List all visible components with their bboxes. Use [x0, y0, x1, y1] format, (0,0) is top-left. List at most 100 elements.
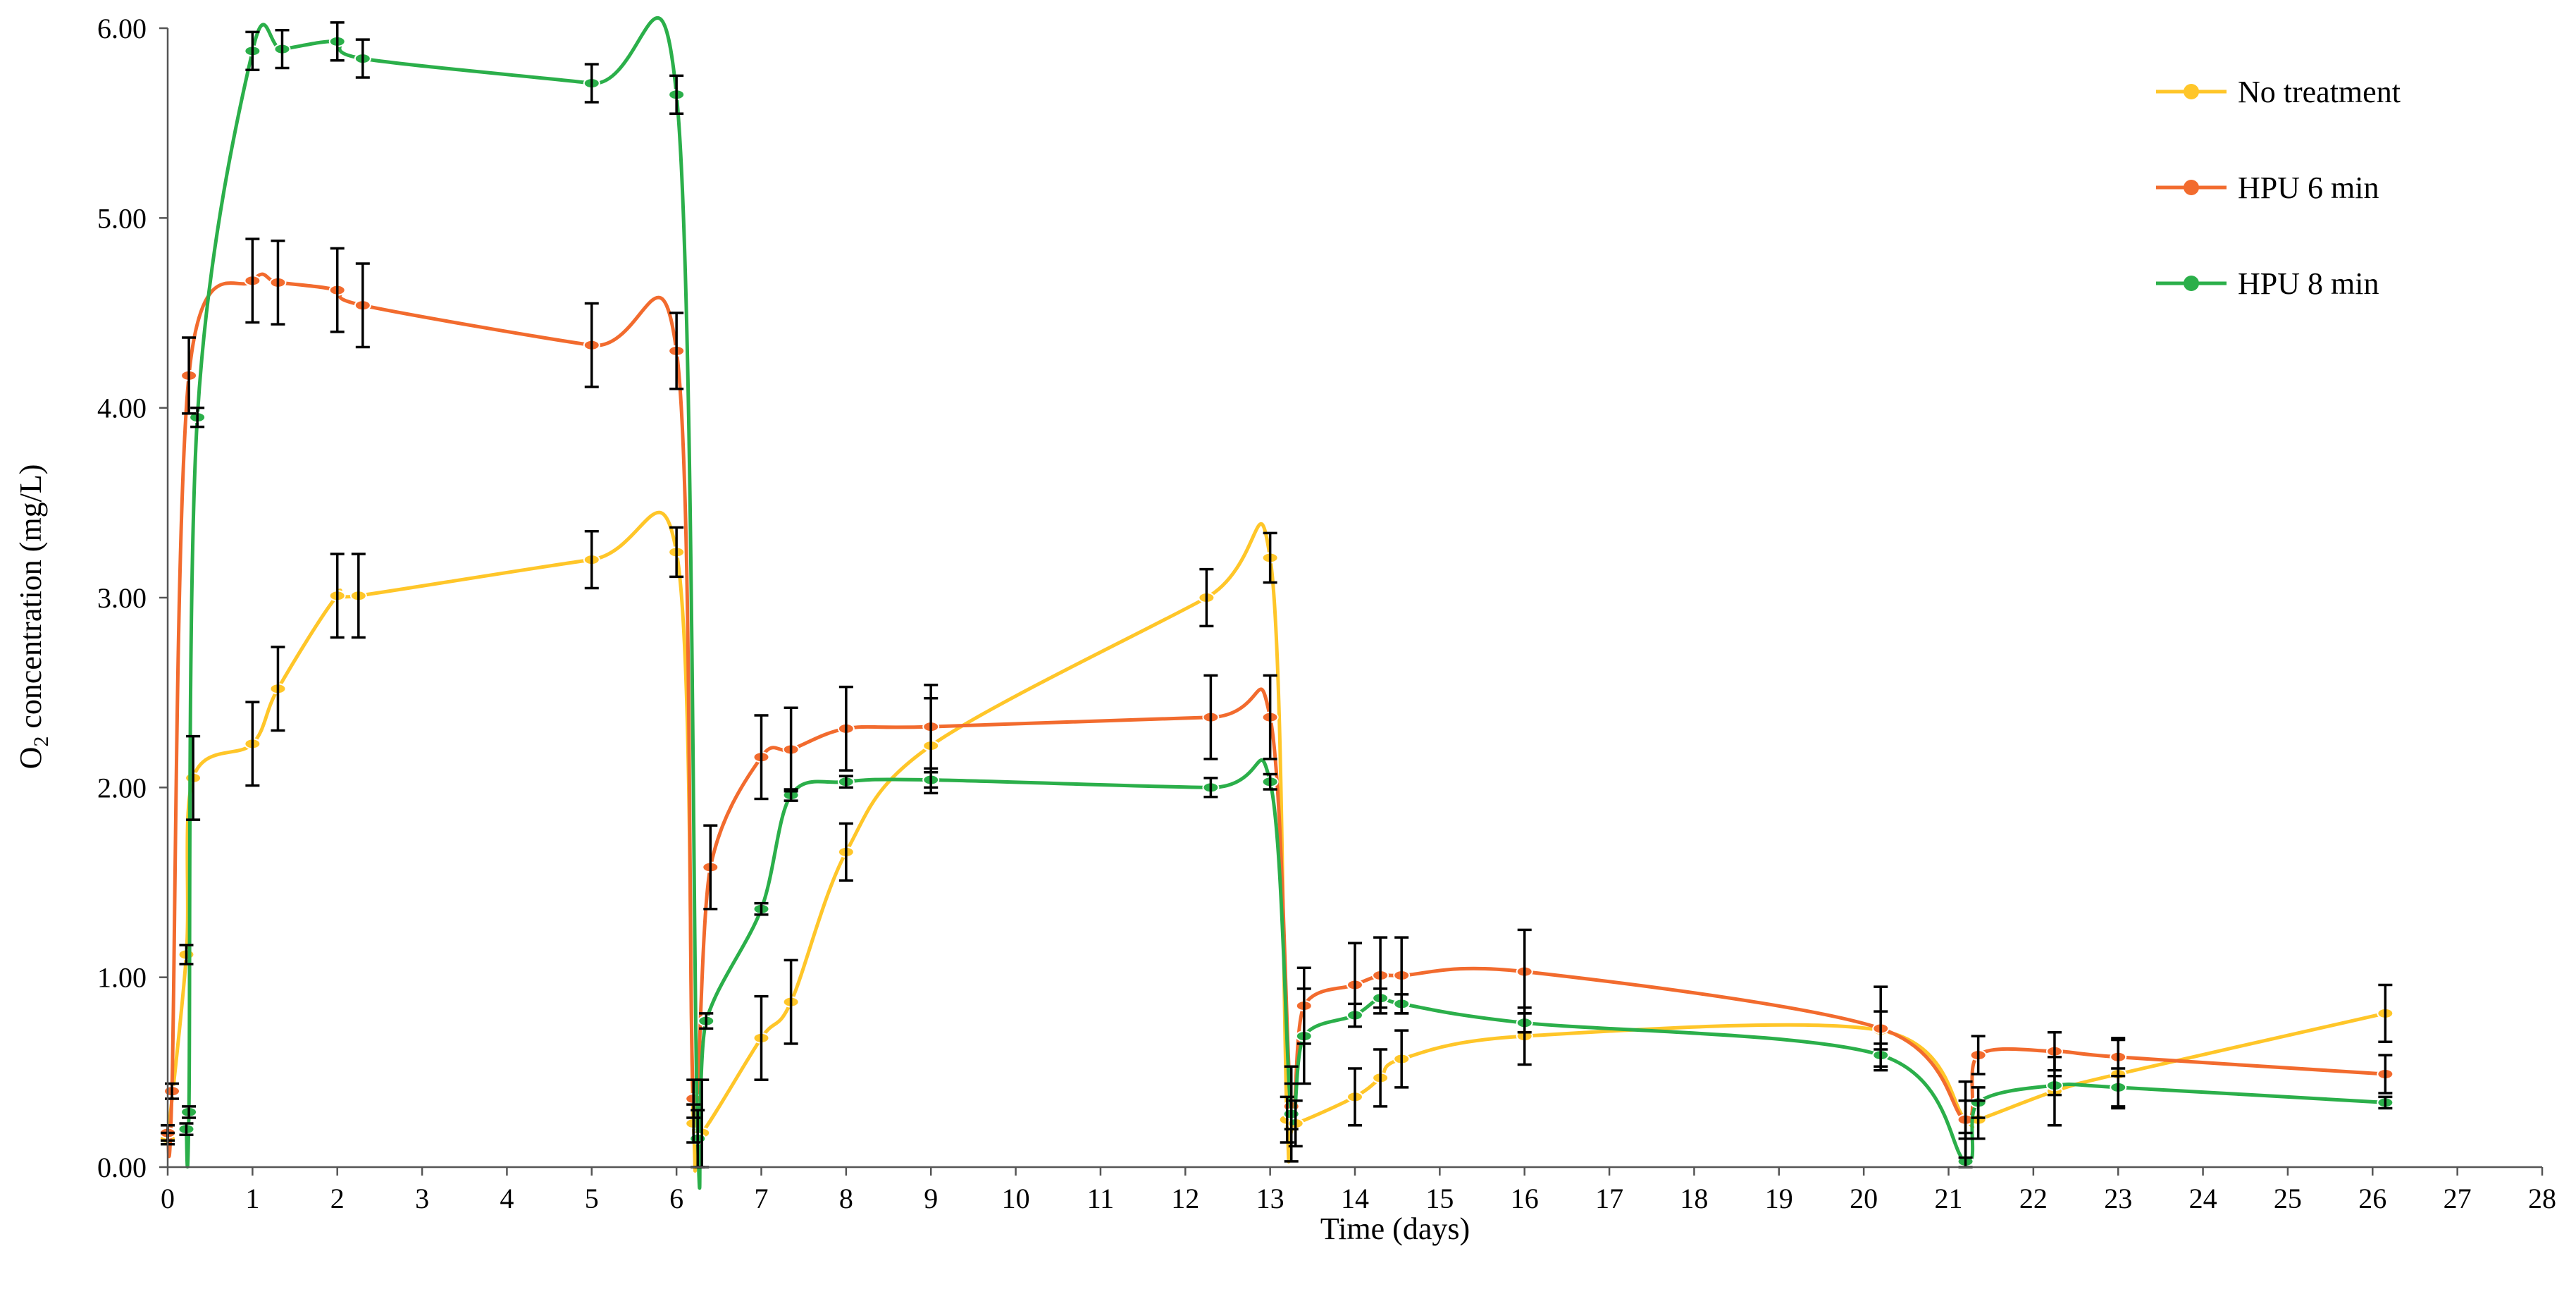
error-bar	[2047, 1031, 2062, 1072]
error-bar	[179, 944, 194, 966]
error-bar	[2378, 1054, 2393, 1095]
error-bar	[271, 239, 285, 326]
error-bar	[754, 901, 769, 916]
error-bar	[584, 63, 599, 104]
y-axis-title-subscript: 2	[30, 736, 53, 747]
error-bar	[1394, 993, 1409, 1015]
y-axis-title-suffix: concentration (mg/L)	[13, 464, 48, 736]
y-tick-label: 1.00	[97, 962, 147, 994]
error-bar	[245, 238, 260, 324]
error-bar	[669, 312, 684, 390]
error-bar	[924, 771, 939, 789]
error-bar	[669, 526, 684, 579]
error-bar	[351, 553, 366, 639]
y-axis-title: O2 concentration (mg/L)	[13, 464, 53, 770]
error-bar	[924, 684, 939, 770]
error-bar	[703, 824, 718, 911]
y-tick-labels: 0.00 1.00 2.00 3.00 4.00 5.00 6.00	[97, 13, 147, 1183]
axes	[159, 27, 2544, 1176]
error-bar	[1348, 1067, 1362, 1127]
error-bar	[584, 529, 599, 590]
error-bar	[182, 336, 197, 415]
error-bar	[1373, 1048, 1388, 1108]
error-bar	[271, 646, 285, 732]
x-tick-label: 14	[1341, 1183, 1369, 1214]
legend-swatch-marker	[2184, 276, 2199, 291]
error-bar	[186, 734, 201, 821]
error-bar	[275, 28, 290, 70]
y-axis-title-prefix: O	[13, 747, 48, 770]
y-tick-label: 2.00	[97, 772, 147, 803]
x-tick-label: 16	[1511, 1183, 1539, 1214]
x-tick-label: 21	[1935, 1183, 1963, 1214]
error-bar	[2378, 983, 2393, 1043]
x-tick-label: 4	[500, 1183, 514, 1214]
error-bar	[1874, 1042, 1888, 1068]
x-tick-label: 2	[330, 1183, 345, 1214]
error-bar	[1394, 1029, 1409, 1089]
x-tick-label: 18	[1680, 1183, 1708, 1214]
x-tick-label: 19	[1765, 1183, 1793, 1214]
x-tick-label: 3	[415, 1183, 429, 1214]
error-bars	[161, 21, 2393, 1169]
error-bar	[1199, 567, 1214, 628]
error-bar	[838, 685, 853, 772]
error-bar	[330, 553, 345, 639]
x-tick-label: 1	[245, 1183, 259, 1214]
error-bar	[754, 714, 769, 801]
x-tick-label: 28	[2528, 1183, 2556, 1214]
x-tick-label: 25	[2274, 1183, 2302, 1214]
x-tick-label: 6	[669, 1183, 683, 1214]
y-tick-label: 3.00	[97, 582, 147, 614]
error-bar	[1263, 772, 1277, 791]
error-bar	[1203, 674, 1218, 760]
error-bar	[245, 30, 260, 72]
y-tick-label: 5.00	[97, 202, 147, 234]
error-bar	[1203, 777, 1218, 799]
error-bar	[784, 958, 798, 1045]
error-bar	[330, 247, 345, 333]
error-bar	[584, 302, 599, 388]
legend: No treatment HPU 6 min HPU 8 min	[2156, 75, 2401, 301]
error-bar	[1971, 1035, 1986, 1075]
error-bar	[355, 262, 370, 349]
error-bar	[2111, 1067, 2126, 1108]
x-tick-labels: 0 1 2 3 4 5 6 7 8 9 10 11 12 13 14 15 16 17 18 19 20 21 22 23 24…	[161, 1183, 2556, 1214]
error-bar	[838, 822, 853, 882]
y-tick-label: 4.00	[97, 393, 147, 424]
error-bar	[1348, 1002, 1362, 1028]
error-bar	[1517, 1012, 1532, 1034]
x-tick-label: 13	[1256, 1183, 1284, 1214]
y-tick-label: 0.00	[97, 1152, 147, 1183]
error-bar	[754, 994, 769, 1081]
x-tick-label: 26	[2358, 1183, 2386, 1214]
x-tick-label: 12	[1171, 1183, 1199, 1214]
y-tick-label: 6.00	[97, 13, 147, 44]
error-bar	[2378, 1095, 2393, 1110]
legend-item-no-treatment: No treatment	[2156, 75, 2401, 109]
legend-swatch-marker	[2184, 84, 2199, 99]
legend-item-hpu-8-min: HPU 8 min	[2156, 266, 2379, 301]
error-bar	[699, 1012, 714, 1030]
x-axis-title: Time (days)	[1320, 1212, 1470, 1246]
x-tick-label: 0	[161, 1183, 175, 1214]
x-tick-label: 23	[2104, 1183, 2132, 1214]
error-bar	[182, 1105, 197, 1119]
error-bar	[1373, 987, 1388, 1009]
error-bar	[1263, 531, 1277, 584]
error-bar	[669, 74, 684, 115]
legend-swatch-marker	[2184, 180, 2199, 195]
error-bar	[1284, 1065, 1299, 1163]
x-tick-label: 10	[1002, 1183, 1030, 1214]
x-tick-label: 9	[924, 1183, 938, 1214]
error-bar	[838, 775, 853, 789]
error-bar	[190, 406, 205, 429]
error-bar	[1296, 987, 1311, 1085]
error-bar	[330, 21, 345, 62]
error-bar	[1971, 1086, 1986, 1119]
legend-label: No treatment	[2238, 75, 2401, 109]
x-tick-label: 15	[1425, 1183, 1454, 1214]
error-bar	[784, 788, 798, 802]
legend-item-hpu-6-min: HPU 6 min	[2156, 171, 2379, 205]
